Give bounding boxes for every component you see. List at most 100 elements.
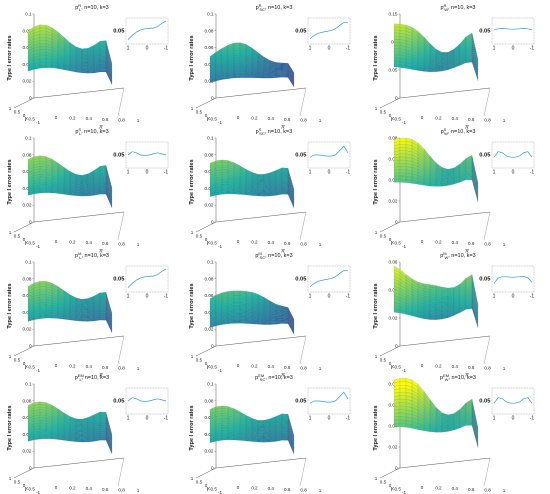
surface-facet xyxy=(81,62,89,65)
pi-axis-label: π xyxy=(281,125,285,131)
pi-tick-label: 0.4 xyxy=(452,116,459,121)
pi-axis xyxy=(33,335,125,347)
gamma-tick-label: 1 xyxy=(375,476,378,481)
surface-chart: pEM L, n=10, k=3 0 0.02 0.04 0.06 0.08 0.1 Type … xyxy=(7,373,168,494)
inset-x-tick-label: 1 xyxy=(493,294,496,300)
surface-facet xyxy=(233,65,241,69)
title-subscript: L xyxy=(79,377,82,382)
gamma-tick-label: 1 xyxy=(375,230,378,235)
inset-x-tick-label: -1 xyxy=(346,294,351,300)
pi-tick-label: 0 xyxy=(55,115,58,120)
surface-facet xyxy=(393,36,401,40)
inset-y-label: 0.05 xyxy=(113,276,125,282)
surface-facet xyxy=(257,76,265,79)
inset-x-tick-label: 0 xyxy=(512,416,515,422)
y-axis-label: Type I error rates xyxy=(189,283,195,328)
pi-axis xyxy=(399,457,491,469)
surface-facet xyxy=(399,385,407,389)
surface-facet xyxy=(435,65,443,68)
inset-x-tick-label: 1 xyxy=(127,416,130,422)
surface-facet xyxy=(221,432,229,436)
surface-facet xyxy=(257,437,265,440)
inset-x-tick-label: 0 xyxy=(146,170,149,176)
z-tick-label: 0 xyxy=(211,466,214,471)
surface-facet xyxy=(39,299,47,303)
gamma-tick-label: -0.5 xyxy=(27,241,35,246)
pi-edge xyxy=(483,211,491,241)
gamma-axis-label: γ xyxy=(25,364,29,370)
surface-facet xyxy=(465,423,473,426)
surface-facet xyxy=(39,24,47,29)
surface-facet xyxy=(81,58,89,61)
pi-tick-label: 0.6 xyxy=(468,487,475,492)
pi-axis-label: π xyxy=(465,125,469,131)
surface-facet xyxy=(281,428,289,432)
surface-facet xyxy=(263,440,271,443)
z-tick-label: 0.06 xyxy=(23,45,32,50)
surface-facet xyxy=(39,420,47,424)
surface-facet xyxy=(257,186,265,189)
inset-x-tick-label: -1 xyxy=(530,46,535,52)
surface-facet xyxy=(99,67,107,70)
surface-facet xyxy=(221,169,229,173)
surface-facet xyxy=(39,34,47,38)
pi-tick-label: 1 xyxy=(137,366,140,371)
gamma-tick-label: -0.5 xyxy=(27,117,35,122)
surface-facet xyxy=(239,72,247,76)
surface-facet xyxy=(399,147,407,151)
z-tick-label: 0.04 xyxy=(23,432,32,437)
pi-tick-label: 1 xyxy=(319,242,322,247)
surface-facet xyxy=(257,424,265,427)
surface-facet xyxy=(81,440,89,443)
chart-title: pM SC, n=10, k=3 xyxy=(255,251,292,260)
surface-facet xyxy=(233,52,241,56)
chart-panel: pS W, n=10, k=3 0 0.02 0.04 0.06 0.08 Type I er… xyxy=(368,126,548,255)
inset-y-label: 0.05 xyxy=(479,28,491,34)
gamma-tick-label: 0 xyxy=(23,237,26,242)
pi-edge xyxy=(483,457,491,487)
gamma-axis-label: γ xyxy=(207,486,211,492)
surface-facet xyxy=(99,69,107,73)
surface-facet xyxy=(99,316,107,319)
title-subscript: SC xyxy=(260,255,266,260)
surface-facet xyxy=(75,194,83,197)
pi-tick-label: 0.8 xyxy=(300,487,307,492)
surface-facet xyxy=(393,23,401,28)
surface-facet xyxy=(233,313,241,317)
surface-facet xyxy=(257,175,265,178)
gamma-tick-label: -0.5 xyxy=(209,365,217,370)
surface-facet xyxy=(429,69,437,72)
pi-tick-label: 0.4 xyxy=(452,486,459,491)
surface-facet xyxy=(39,283,47,287)
pi-edge xyxy=(299,211,307,241)
surface-mesh xyxy=(209,42,295,88)
z-tick-label: 0.06 xyxy=(389,260,398,265)
surface-facet xyxy=(99,318,107,321)
inset-x-tick-label: 1 xyxy=(127,170,130,176)
gamma-tick-label: 0 xyxy=(205,237,208,242)
gamma-tick-label: -1 xyxy=(218,120,223,125)
z-tick-label: 0.1 xyxy=(25,382,32,387)
surface-facet xyxy=(275,68,283,71)
pi-tick-label: 0 xyxy=(237,363,240,368)
gamma-axis-label: γ xyxy=(25,116,29,122)
surface-facet xyxy=(393,179,401,183)
inset-x-tick-label: -1 xyxy=(164,294,169,300)
surface-facet xyxy=(251,321,259,325)
surface-facet xyxy=(257,183,265,186)
surface-facet xyxy=(257,185,265,187)
surface-chart: pM SC, n=10, k=300.020.040.060.080.1Type … xyxy=(189,251,351,379)
z-tick-label: 0.06 xyxy=(205,293,214,298)
surface-facet xyxy=(39,40,47,44)
surface-facet xyxy=(281,322,289,324)
title-superscript: EM xyxy=(258,373,264,378)
gamma-tick-label: 1 xyxy=(9,106,12,111)
title-rest: , n=10, k=3 xyxy=(265,5,293,11)
z-tick-label: 0.02 xyxy=(23,203,32,208)
surface-facet xyxy=(233,57,241,61)
pi-tick-label: 0.8 xyxy=(118,117,125,122)
y-axis-label: Type I error rates xyxy=(373,35,379,80)
surface-chart: pS W, n=10, k=3 0 0.02 0.04 0.06 0.08 Type I er… xyxy=(373,127,534,255)
surface-facet xyxy=(269,76,277,79)
